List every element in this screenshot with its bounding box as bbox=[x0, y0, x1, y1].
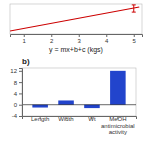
x-axis: Length Width Wt MeOHantimicrobialactivity bbox=[23, 116, 137, 135]
tick-label: Wt bbox=[88, 116, 96, 122]
tick: 2 bbox=[50, 34, 54, 44]
zero-line bbox=[22, 104, 136, 105]
error-bar bbox=[132, 5, 136, 12]
error-bar-cap bbox=[132, 4, 136, 5]
tick-mark bbox=[19, 116, 22, 117]
tick: 12 bbox=[10, 68, 22, 74]
tick-mark bbox=[106, 34, 107, 37]
tick-label: 0 bbox=[14, 102, 18, 108]
axis-line bbox=[11, 35, 143, 38]
line bbox=[10, 7, 139, 31]
tick-label-line: activity bbox=[109, 129, 127, 135]
tick-label: 1 bbox=[23, 38, 27, 44]
tick: 1 bbox=[23, 34, 27, 44]
tick-label: -4 bbox=[12, 113, 18, 119]
tick-mark bbox=[79, 34, 80, 37]
tick-label: 4 bbox=[105, 38, 109, 44]
bar bbox=[32, 105, 48, 108]
tick-label: 12 bbox=[10, 68, 17, 74]
tick: 4 bbox=[105, 34, 109, 44]
left-chart: 1 2 3 4 5 y = mx+b+c (kgs) bbox=[10, 4, 143, 54]
x-axis-label: y = mx+b+c (kgs) bbox=[49, 46, 103, 54]
chart-title: b) bbox=[22, 57, 30, 66]
chart-svg: 12345y = mx+b+c (kgs)-404812LengthWidthW… bbox=[0, 0, 150, 150]
plot-frame bbox=[22, 68, 136, 116]
tick: 4 bbox=[14, 91, 22, 97]
tick: Wt bbox=[88, 116, 96, 122]
tick-label-line: Width bbox=[58, 116, 73, 122]
tick: -4 bbox=[12, 113, 22, 119]
x-axis: 1 2 3 4 5 bbox=[11, 34, 143, 44]
tick: 3 bbox=[78, 34, 82, 44]
tick: Width bbox=[58, 116, 73, 122]
plot-frame bbox=[10, 4, 142, 34]
bar bbox=[110, 71, 126, 105]
tick-mark bbox=[19, 82, 22, 83]
tick-label-line: antimicrobial bbox=[101, 123, 135, 129]
tick: 8 bbox=[14, 80, 22, 86]
tick: 0 bbox=[14, 102, 22, 108]
tick-label-line: Wt bbox=[88, 116, 96, 122]
tick-label: MeOHantimicrobialactivity bbox=[101, 116, 135, 135]
tick-mark bbox=[19, 71, 22, 72]
error-bar-stem bbox=[133, 5, 134, 12]
tick-mark bbox=[51, 34, 52, 37]
tick-label: Length bbox=[31, 116, 49, 122]
tick-label: 4 bbox=[14, 91, 18, 97]
y-axis: -4 0 4 8 12 bbox=[10, 68, 22, 119]
axis-line bbox=[19, 69, 23, 117]
tick-label-line: Length bbox=[31, 116, 49, 122]
tick: MeOHantimicrobialactivity bbox=[101, 116, 135, 135]
plot-area bbox=[10, 5, 139, 31]
tick: Length bbox=[31, 116, 49, 122]
tick-mark bbox=[19, 93, 22, 94]
tick-label: 2 bbox=[50, 38, 54, 44]
tick: 5 bbox=[133, 34, 137, 44]
bar bbox=[58, 100, 74, 104]
error-bar-cap bbox=[132, 12, 136, 13]
tick-label: 3 bbox=[78, 38, 82, 44]
tick-label-line: MeOH bbox=[109, 116, 126, 122]
bar bbox=[84, 105, 100, 108]
tick-label: 5 bbox=[133, 38, 137, 44]
tick-mark bbox=[19, 105, 22, 106]
tick-mark bbox=[24, 34, 25, 37]
tick-label: 8 bbox=[14, 80, 18, 86]
plot-area bbox=[22, 71, 136, 108]
right-chart: -4 0 4 8 12 Length Width Wt MeOHantimicrobialact… bbox=[10, 57, 136, 135]
tick-label: Width bbox=[58, 116, 73, 122]
tick-mark bbox=[134, 34, 135, 37]
